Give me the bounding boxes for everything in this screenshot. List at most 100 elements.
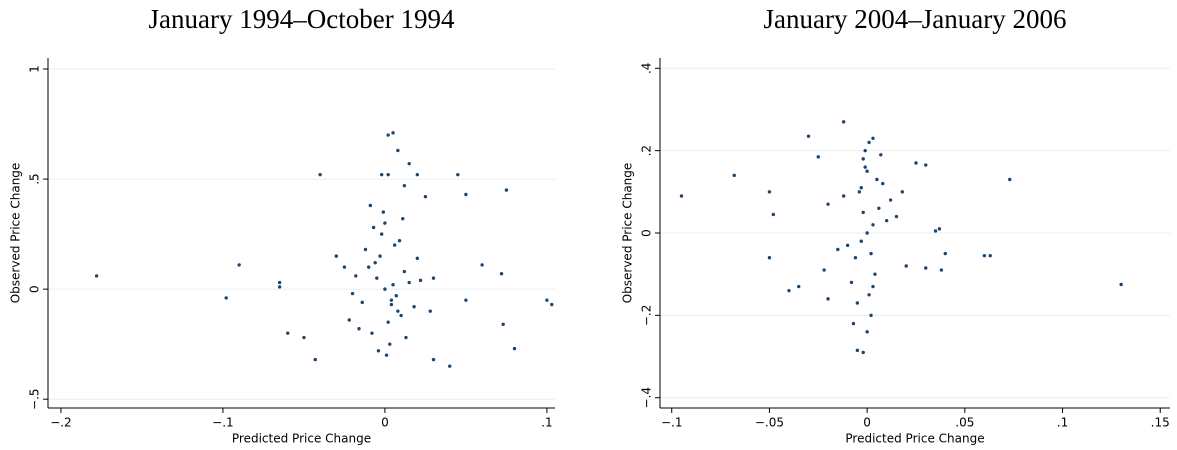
point (873, 272, 877, 276)
point (732, 173, 736, 178)
point (504, 188, 509, 192)
point (679, 194, 684, 198)
point (875, 177, 879, 182)
point (771, 212, 776, 217)
point (386, 133, 390, 137)
point (933, 229, 938, 233)
point (389, 302, 394, 307)
point (894, 214, 899, 219)
x-tick-label: 0 (863, 416, 871, 430)
point (402, 269, 407, 274)
point (849, 280, 854, 285)
point (767, 190, 772, 194)
point (859, 239, 863, 243)
point (464, 192, 468, 197)
point (512, 346, 517, 351)
point (431, 357, 436, 362)
y-tick-label: .4 (640, 63, 654, 74)
point (383, 221, 387, 225)
point (914, 161, 918, 165)
point (313, 357, 317, 362)
point (877, 206, 881, 210)
point (869, 313, 873, 318)
y-tick-label: 1 (28, 65, 42, 73)
point (881, 181, 885, 186)
point (386, 320, 390, 324)
y-tick-label: .2 (640, 145, 654, 156)
point (224, 296, 228, 300)
point (342, 265, 347, 269)
y-tick-label: −.4 (640, 387, 654, 409)
x-axis-label: Predicted Price Change (232, 432, 371, 446)
point (407, 280, 411, 285)
point (378, 254, 382, 258)
point (381, 210, 386, 214)
point (379, 232, 384, 236)
point (501, 322, 505, 327)
point (383, 287, 387, 291)
point (396, 309, 400, 313)
point (399, 313, 403, 318)
x-tick-label: 0 (381, 416, 389, 430)
x-tick-label: .15 (1151, 416, 1170, 430)
point (431, 276, 436, 280)
point (879, 153, 883, 157)
point (360, 300, 364, 305)
point (861, 350, 865, 355)
point (428, 309, 432, 313)
point (347, 318, 351, 322)
y-tick-label: 0 (640, 229, 654, 237)
point (388, 342, 392, 346)
point (859, 186, 863, 190)
x-tick-label: −.1 (661, 416, 683, 430)
point (401, 216, 405, 221)
point (357, 327, 361, 331)
point (861, 210, 865, 215)
point (863, 148, 867, 153)
point (867, 140, 871, 145)
point (939, 268, 944, 272)
point (456, 172, 460, 177)
point (371, 225, 376, 230)
point (884, 218, 889, 223)
point (865, 330, 869, 334)
point (867, 293, 871, 297)
point (415, 256, 420, 261)
point (386, 172, 390, 177)
point (464, 298, 468, 302)
point (394, 294, 398, 298)
point (826, 297, 830, 301)
y-axis-label: Observed Price Change (9, 163, 23, 304)
chart-title: January 2004–January 2006 (764, 4, 1067, 34)
point (480, 263, 484, 267)
point (1119, 282, 1123, 287)
point (412, 305, 416, 309)
point (545, 298, 549, 302)
point (375, 276, 379, 280)
point (363, 247, 368, 252)
point (937, 227, 942, 231)
point (853, 256, 858, 260)
point (869, 251, 873, 256)
x-tick-label: .05 (955, 416, 974, 430)
y-tick-label: 0 (28, 285, 42, 293)
point (826, 202, 830, 206)
y-tick-label: .5 (28, 173, 42, 184)
x-tick-label: −.1 (212, 416, 234, 430)
point (871, 223, 875, 227)
point (368, 203, 373, 208)
point (350, 291, 355, 296)
point (871, 284, 875, 289)
point (863, 165, 867, 169)
point (389, 298, 394, 302)
y-tick-label: −.5 (28, 388, 42, 410)
point (402, 183, 407, 188)
point (871, 136, 875, 140)
point (367, 265, 371, 269)
point (787, 288, 791, 293)
point (286, 331, 290, 335)
point (397, 239, 402, 243)
point (857, 190, 862, 194)
point (900, 190, 904, 194)
